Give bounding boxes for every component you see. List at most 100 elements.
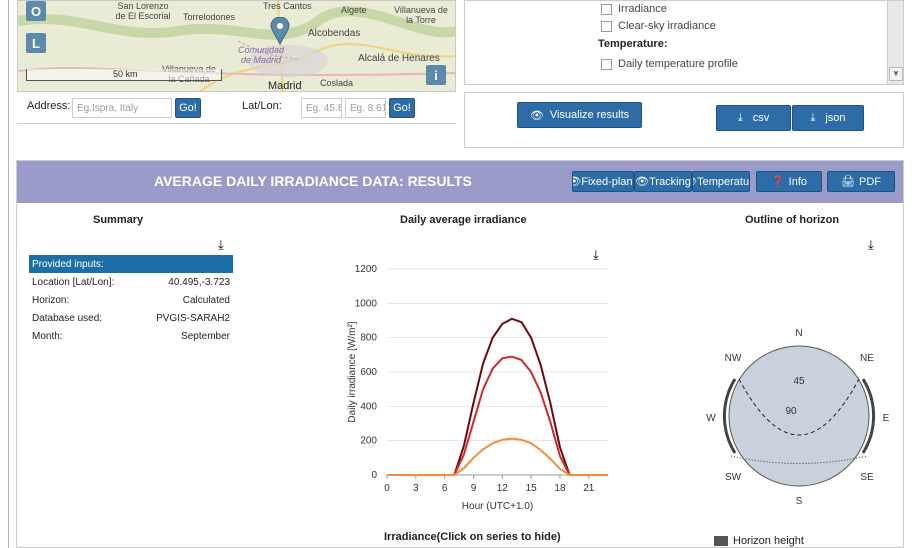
direction-e: E (883, 413, 889, 424)
address-input[interactable]: Eg.Ispra, Italy (72, 98, 172, 118)
eye-icon: 👁 (693, 175, 697, 188)
download-icon: ⤓ (810, 111, 816, 124)
divider (17, 123, 456, 124)
pdf-button[interactable]: 🖨 PDF (827, 171, 895, 192)
question-icon: ❓ (770, 176, 785, 188)
horizon-45-ring (738, 378, 860, 436)
irradiance-checkbox[interactable] (601, 3, 612, 15)
eye-icon: 👁 (635, 176, 650, 188)
scroll-down-arrow-icon[interactable]: ▼ (889, 67, 903, 81)
y-tick-label: 0 (371, 470, 377, 481)
horizon-legend[interactable]: Horizon height (714, 535, 804, 547)
summary-key: Database used: (32, 312, 103, 324)
horizon-line (730, 455, 868, 464)
map-place: Torrelodones (183, 12, 236, 22)
direction-se: SE (860, 472, 874, 483)
latlon-label: Lat/Lon: (242, 100, 282, 112)
csv-download-button[interactable]: ⤓ csv (716, 105, 791, 131)
x-tick-label: 21 (583, 483, 595, 494)
daily-temp-checkbox[interactable] (601, 58, 612, 70)
json-download-button[interactable]: ⤓ json (792, 105, 864, 131)
address-go-button[interactable]: Go! (175, 98, 201, 118)
horizon-plot[interactable]: 45 90 N NE E SE S SW W NW (699, 321, 889, 511)
horizon-edge (861, 378, 876, 454)
results-header: AVERAGE DAILY IRRADIANCE DATA: RESULTS 👁… (17, 161, 903, 203)
x-tick-label: 12 (497, 483, 509, 494)
map-place: Villanueva de la Torre (394, 5, 448, 25)
daily-temp-option[interactable]: Daily temperature profile (601, 58, 738, 70)
irradiance-option[interactable]: Irradiance (601, 3, 667, 15)
results-section: AVERAGE DAILY IRRADIANCE DATA: RESULTS 👁… (16, 160, 904, 548)
summary-key: Month: (32, 330, 63, 342)
summary-row: Horizon: Calculated (29, 291, 233, 309)
summary-download-icon[interactable]: ⤓ (218, 237, 224, 252)
series-line-2[interactable] (387, 437, 608, 476)
map-info-button[interactable]: i (426, 65, 446, 85)
lon-input[interactable]: Eg. 8.61 (345, 98, 386, 118)
clearsky-label: Clear-sky irradiance (618, 20, 716, 32)
tab-fixed-plane[interactable]: 👁Fixed-plane (572, 171, 634, 192)
map-marker-icon[interactable] (270, 17, 290, 45)
ring-45-label: 45 (793, 376, 805, 387)
address-label: Address: (27, 100, 71, 112)
map-place: Madrid (268, 80, 302, 92)
direction-w: W (706, 413, 716, 424)
options-scrollbar[interactable]: ▼ (887, 1, 903, 84)
summary-title: Summary (93, 214, 144, 226)
location-map[interactable]: O L i San Lorenzo de El Escorial Torrelo… (17, 0, 456, 92)
map-place: San Lorenzo de El Escorial (115, 1, 171, 21)
y-tick-label: 600 (360, 367, 377, 378)
horizon-sphere (728, 345, 870, 487)
ring-90-label: 90 (785, 406, 797, 417)
map-place: Coslada (320, 78, 354, 88)
tab-label: Temperature (697, 175, 750, 188)
horizon-legend-label: Horizon height (733, 535, 804, 547)
clearsky-option[interactable]: Clear-sky irradiance (601, 20, 716, 32)
options-panel: Irradiance Clear-sky irradiance Temperat… (464, 0, 904, 85)
irradiance-chart[interactable]: 0 200 400 600 800 1000 1200 0 3 6 9 12 15 18 21 Hour (U… (317, 256, 617, 516)
chart-download-icon[interactable]: ⤓ (593, 247, 599, 262)
horizon-download-icon[interactable]: ⤓ (868, 237, 874, 252)
daily-temp-label: Daily temperature profile (618, 58, 738, 70)
summary-value: 40.495,-3.723 (168, 276, 230, 288)
latlon-go-button[interactable]: Go! (389, 98, 415, 118)
map-scale-label: 50 km (113, 69, 138, 79)
visualize-results-button[interactable]: 👁 Visualize results (517, 102, 642, 128)
summary-value: PVGIS-SARAH2 (156, 312, 230, 324)
clearsky-checkbox[interactable] (601, 20, 612, 32)
series-line-0[interactable] (387, 317, 608, 476)
x-tick-label: 3 (413, 483, 419, 494)
horizon-title: Outline of horizon (745, 214, 840, 226)
map-place: Alcobendas (308, 28, 361, 39)
y-axis-label: Daily irradiance [W/m²] (347, 321, 358, 422)
summary-key: Horizon: (32, 294, 70, 306)
direction-nw: NW (725, 353, 742, 364)
visualize-label: Visualize results (549, 109, 630, 121)
eye-icon: 👁 (529, 109, 544, 122)
map-layers-button[interactable]: L (26, 33, 46, 53)
map-place: Comunidad de Madrid (237, 45, 285, 65)
summary-row: Location [Lat/Lon]: 40.495,-3.723 (29, 273, 233, 291)
y-tick-label: 1200 (355, 264, 378, 275)
series-line-1[interactable] (387, 355, 608, 476)
json-label: json (825, 112, 846, 124)
tab-label: Tracking (649, 175, 691, 188)
map-osm-button[interactable]: O (26, 1, 46, 21)
summary-row: Month: September (29, 327, 233, 345)
temperature-heading: Temperature: (598, 38, 668, 50)
tab-label: Fixed-plane (581, 175, 634, 188)
tab-tracking[interactable]: 👁 Tracking (634, 171, 692, 192)
download-icon: ⤓ (737, 111, 743, 124)
direction-s: S (796, 496, 803, 507)
printer-icon: 🖨 (841, 176, 855, 188)
summary-provided-header: Provided inputs: (29, 255, 233, 273)
lat-input[interactable]: Eg. 45.8 (301, 98, 342, 118)
tab-temperature[interactable]: 👁Temperature (692, 171, 750, 192)
csv-label: csv (752, 112, 770, 124)
map-scale-bar: 50 km (26, 69, 222, 81)
info-button[interactable]: ❓ Info (756, 171, 822, 192)
y-tick-label: 400 (360, 401, 377, 412)
x-tick-label: 9 (471, 483, 477, 494)
x-tick-label: 0 (384, 483, 390, 494)
direction-ne: NE (860, 353, 874, 364)
